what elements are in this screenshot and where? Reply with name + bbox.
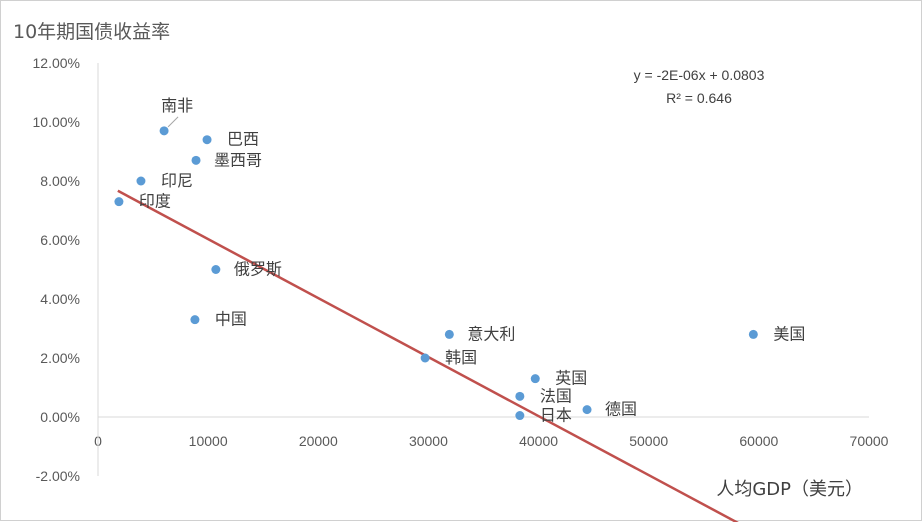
trendline-group (117, 189, 739, 522)
y-tick-label: -2.00% (36, 468, 80, 484)
trendline (117, 189, 739, 522)
point-label: 巴西 (227, 130, 259, 149)
data-point (530, 374, 540, 384)
data-point (515, 411, 525, 421)
x-tick-label: 40000 (519, 433, 558, 449)
y-axis-ticks: -2.00% 0.00% 2.00% 4.00% 6.00% 8.00% 10.00% 12.… (33, 55, 80, 484)
y-tick-label: 2.00% (40, 350, 80, 366)
x-tick-label: 60000 (739, 433, 778, 449)
point-label: 印度 (139, 192, 171, 211)
x-tick-label: 30000 (409, 433, 448, 449)
trendline-equation: y = -2E-06x + 0.0803 (634, 67, 765, 83)
data-point (114, 197, 124, 207)
y-tick-label: 4.00% (40, 291, 80, 307)
label-leader-line (167, 116, 179, 128)
data-point (191, 155, 201, 165)
point-label: 德国 (605, 400, 637, 419)
data-point (420, 353, 430, 363)
data-point (582, 405, 592, 415)
data-point (202, 135, 212, 145)
x-tick-label: 10000 (189, 433, 228, 449)
point-label: 墨西哥 (214, 150, 262, 169)
data-point (444, 329, 454, 339)
y-tick-label: 6.00% (40, 232, 80, 248)
point-label: 英国 (555, 369, 587, 388)
point-label: 中国 (215, 310, 247, 329)
data-point (748, 329, 758, 339)
data-point (190, 315, 200, 325)
point-label: 韩国 (445, 348, 477, 367)
x-tick-label: 70000 (850, 433, 889, 449)
y-tick-label: 10.00% (33, 114, 80, 130)
y-tick-label: 0.00% (40, 409, 80, 425)
x-axis-label: 人均GDP（美元） (716, 479, 863, 500)
y-tick-label: 12.00% (33, 55, 80, 71)
x-tick-label: 20000 (299, 433, 338, 449)
point-label: 印尼 (161, 171, 193, 190)
data-point (515, 391, 525, 401)
data-points (114, 126, 758, 421)
data-point (136, 176, 146, 186)
x-axis-ticks: 010000200003000040000500006000070000 (94, 433, 889, 449)
point-label: 意大利 (467, 324, 515, 343)
point-label: 俄罗斯 (234, 260, 282, 279)
point-label: 美国 (773, 324, 805, 343)
point-label: 南非 (161, 96, 193, 115)
data-point (159, 126, 169, 136)
x-tick-label: 50000 (629, 433, 668, 449)
data-point (211, 265, 221, 274)
y-tick-label: 8.00% (40, 173, 80, 189)
point-label: 日本 (540, 406, 572, 425)
chart-title: 10年期国债收益率 (13, 21, 170, 43)
axes (97, 63, 869, 476)
point-label: 法国 (540, 386, 572, 405)
trendline-r-squared: R² = 0.646 (666, 90, 732, 106)
